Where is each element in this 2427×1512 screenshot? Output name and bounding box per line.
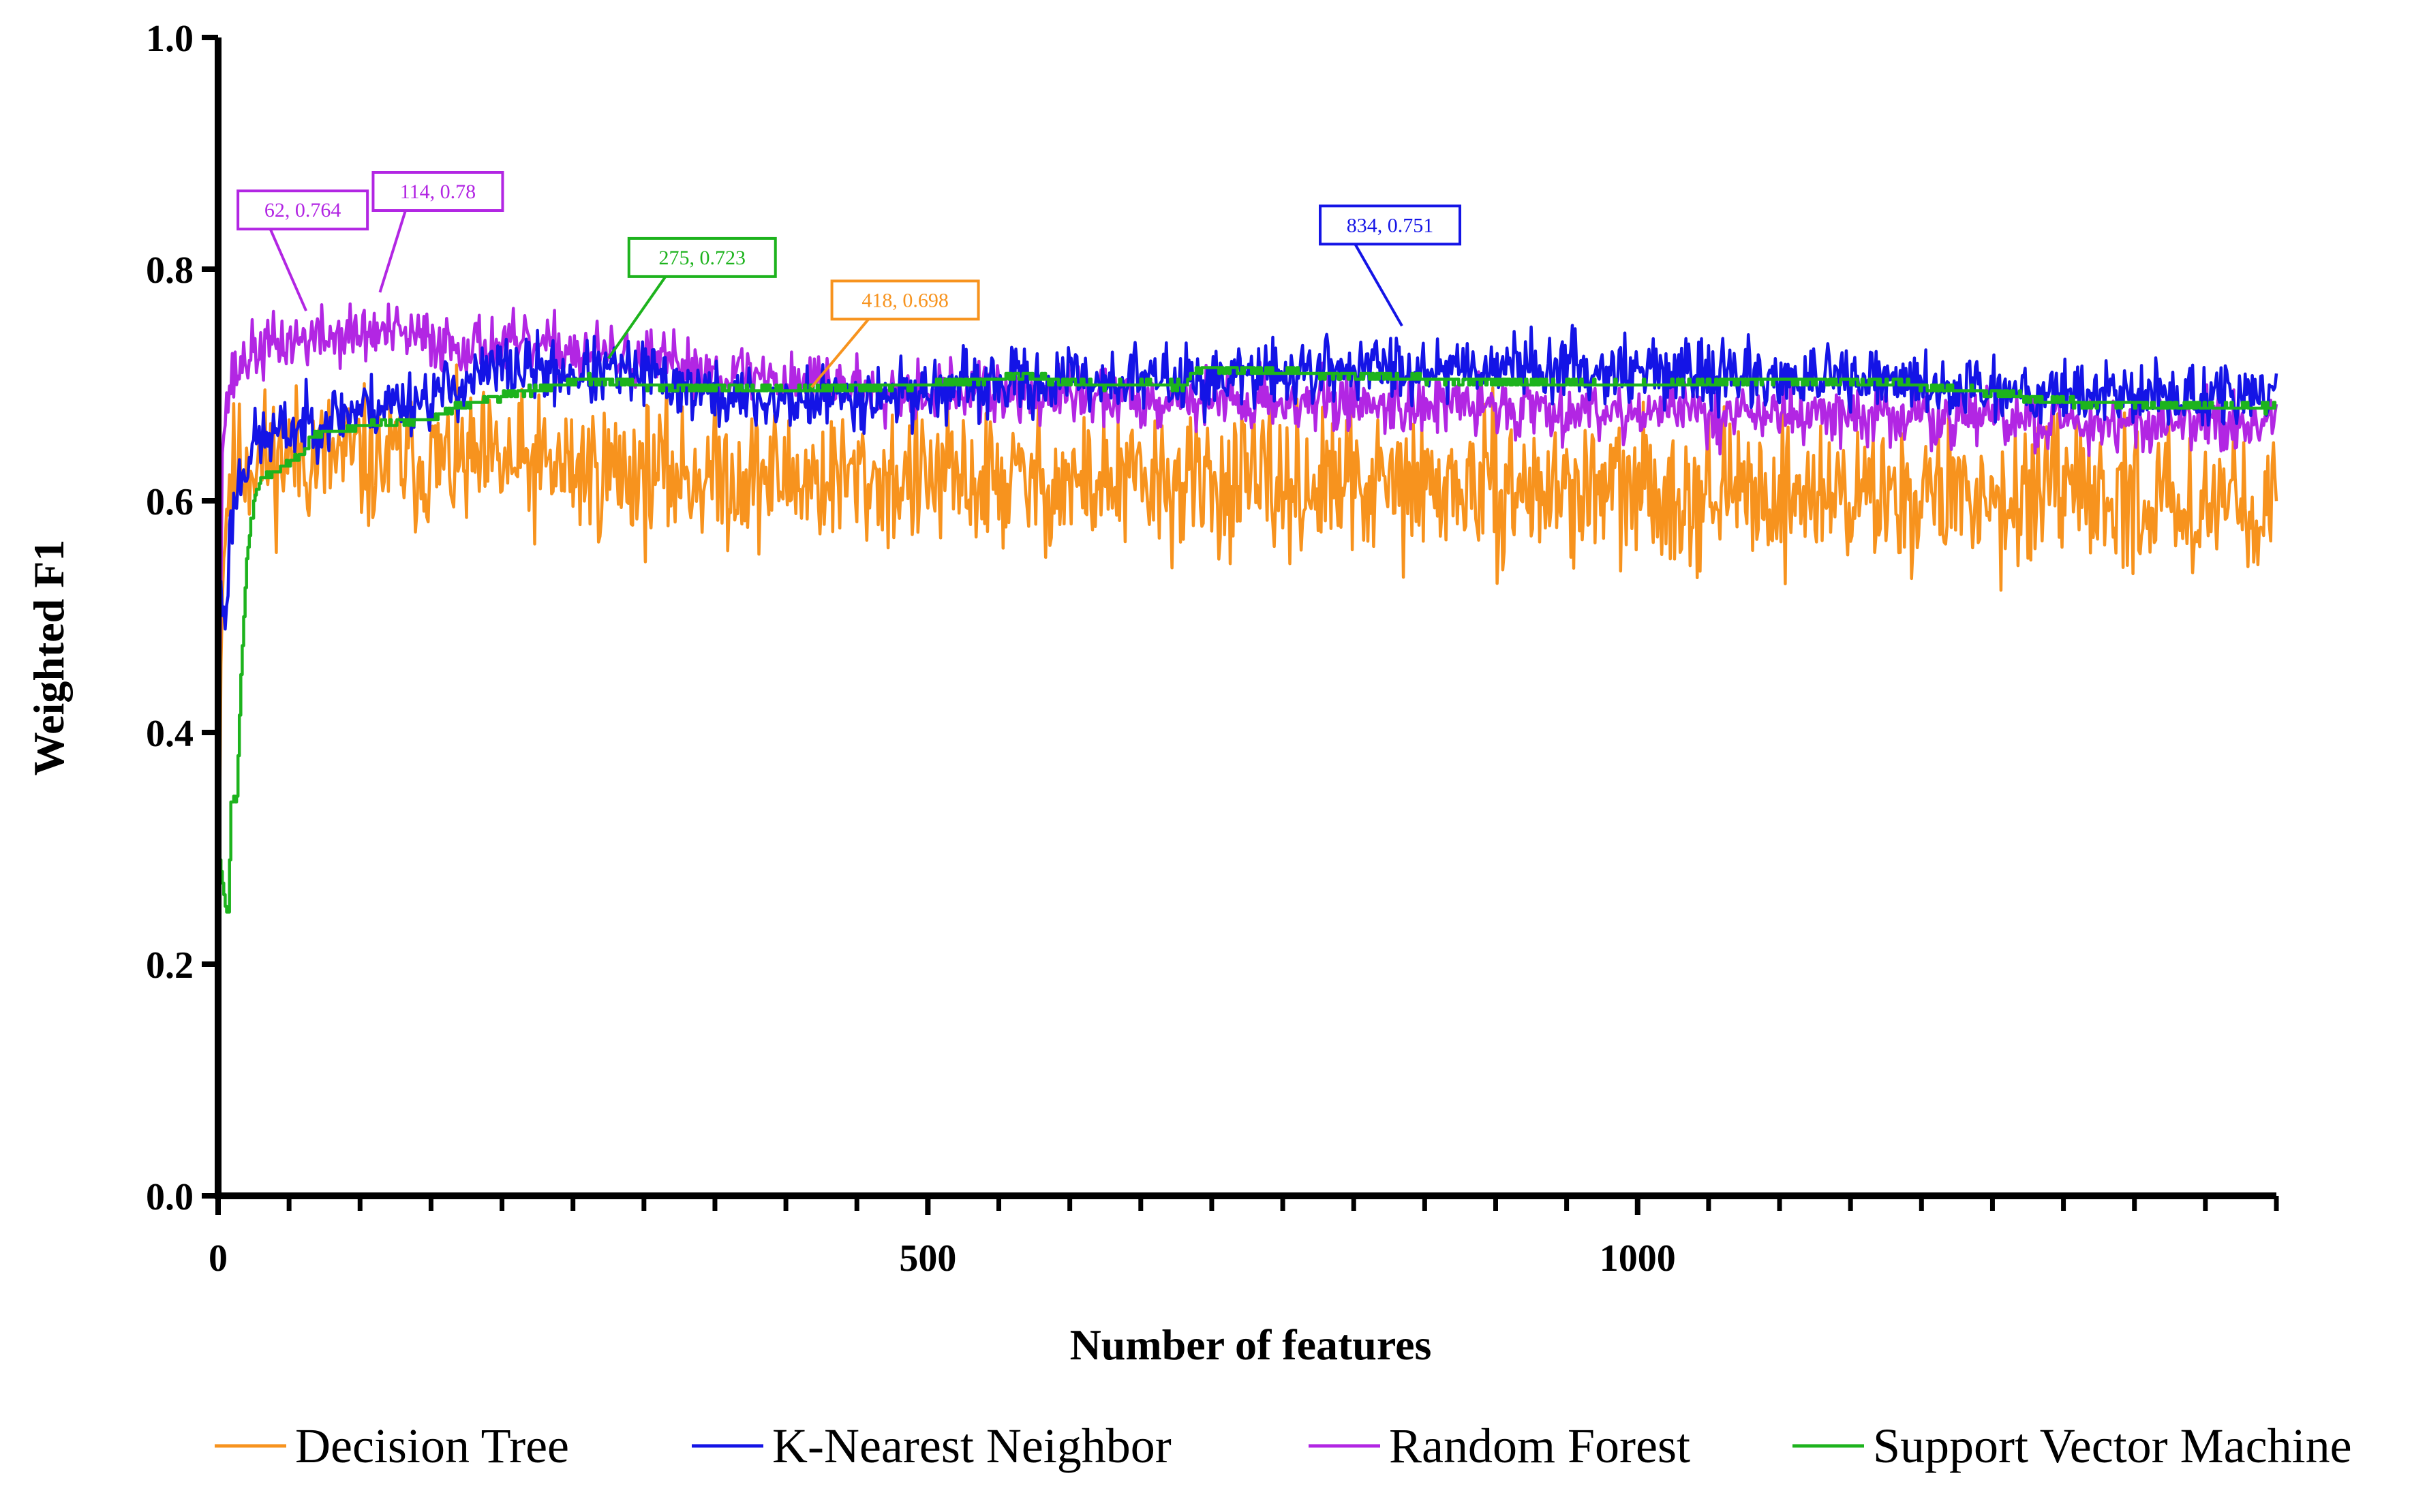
series-line-decision-tree — [217, 363, 2278, 835]
annotation-label: 418, 0.698 — [861, 289, 949, 311]
y-tick-label: 0.4 — [146, 713, 194, 755]
annotation-label: 275, 0.723 — [659, 247, 746, 269]
series-line-support-vector-machine — [219, 366, 2277, 914]
legend-label: K-Nearest Neighbor — [772, 1419, 1172, 1473]
annotation-leader — [810, 318, 870, 388]
annotation-leader — [269, 228, 307, 312]
legend-label: Random Forest — [1389, 1419, 1690, 1473]
y-tick-label: 0.8 — [146, 249, 194, 292]
x-tick-label: 1000 — [1600, 1237, 1676, 1280]
annotation-leader — [1354, 243, 1403, 327]
axes-layer — [215, 37, 2276, 1199]
annotation-label: 114, 0.78 — [400, 181, 476, 203]
annotation-callout: 275, 0.723 — [607, 236, 777, 360]
series-layer — [217, 302, 2278, 914]
annotation-callout: 114, 0.78 — [371, 171, 504, 293]
ticks-layer: 0.0 0.2 0.4 0.6 0.8 1.0 0 500 1000 — [146, 18, 2279, 1280]
y-tick-label: 0.0 — [146, 1176, 194, 1218]
annotation-label: 834, 0.751 — [1347, 214, 1434, 236]
annotation-box — [371, 171, 504, 212]
y-axis-title: Weighted F1 — [25, 540, 73, 776]
x-tick-label: 0 — [209, 1237, 228, 1280]
annotation-callout: 418, 0.698 — [810, 279, 980, 388]
annotation-leader — [378, 210, 407, 293]
x-axis-title: Number of features — [1070, 1321, 1432, 1369]
y-tick-label: 0.2 — [146, 944, 194, 987]
legend-label: Support Vector Machine — [1873, 1419, 2352, 1473]
annotation-callout: 62, 0.764 — [236, 189, 369, 312]
annotations-layer: 62, 0.764 114, 0.78 275, 0.723 418, 0.698 83… — [236, 171, 1462, 388]
x-tick-label: 500 — [899, 1237, 956, 1280]
annotation-box — [1319, 204, 1462, 246]
legend: Decision Tree K-Nearest Neighbor Random Fo… — [215, 1419, 2352, 1473]
annotation-box — [830, 279, 980, 321]
annotation-leader — [607, 275, 667, 360]
annotation-callout: 834, 0.751 — [1319, 204, 1462, 327]
y-tick-label: 0.6 — [146, 481, 194, 523]
annotation-box — [236, 189, 369, 231]
legend-label: Decision Tree — [295, 1419, 569, 1473]
annotation-label: 62, 0.764 — [264, 199, 341, 221]
annotation-box — [627, 236, 777, 278]
y-tick-label: 1.0 — [146, 18, 194, 60]
